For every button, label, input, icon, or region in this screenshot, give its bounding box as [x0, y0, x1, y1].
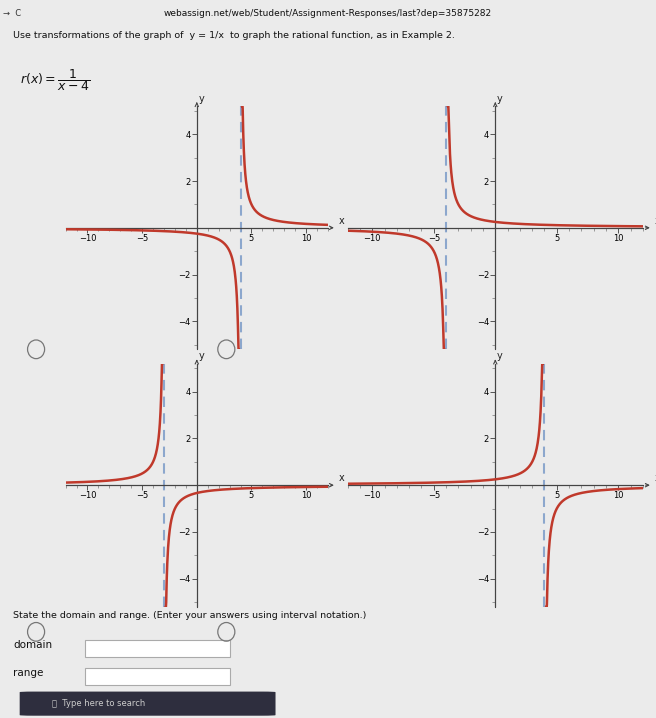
- FancyBboxPatch shape: [85, 640, 230, 657]
- Text: domain: domain: [13, 640, 52, 650]
- Text: x: x: [655, 473, 656, 483]
- Text: y: y: [497, 94, 503, 104]
- Text: y: y: [198, 351, 204, 361]
- Text: Use transformations of the graph of  y = 1/x  to graph the rational function, as: Use transformations of the graph of y = …: [13, 31, 455, 40]
- Text: x: x: [339, 216, 344, 226]
- Text: State the domain and range. (Enter your answers using interval notation.): State the domain and range. (Enter your …: [13, 610, 367, 620]
- Text: x: x: [339, 473, 344, 483]
- Text: y: y: [198, 94, 204, 104]
- Text: range: range: [13, 668, 43, 678]
- Text: →  C: → C: [3, 9, 22, 18]
- Text: $r(x) = \dfrac{1}{x-4}$: $r(x) = \dfrac{1}{x-4}$: [20, 67, 90, 93]
- FancyBboxPatch shape: [85, 668, 230, 685]
- Text: y: y: [497, 351, 503, 361]
- FancyBboxPatch shape: [20, 691, 276, 716]
- Text: webassign.net/web/Student/Assignment-Responses/last?dep=35875282: webassign.net/web/Student/Assignment-Res…: [164, 9, 492, 18]
- Text: x: x: [655, 216, 656, 226]
- Text: 🔍  Type here to search: 🔍 Type here to search: [52, 699, 146, 708]
